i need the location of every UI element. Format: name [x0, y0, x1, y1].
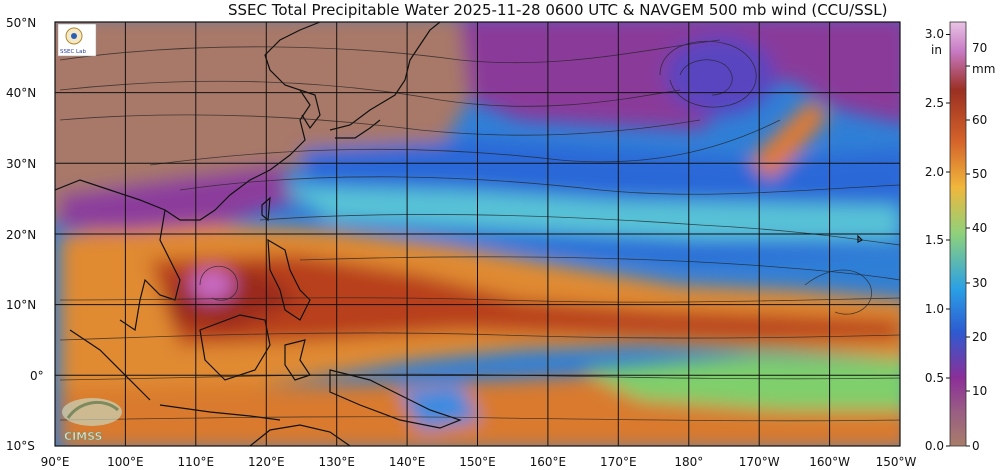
lat-label: 20°N: [6, 228, 36, 242]
lon-label: 110°E: [178, 455, 215, 469]
colorbar-mm-tick: 30: [972, 276, 987, 290]
map-frame: [54, 21, 901, 447]
lon-label: 90°E: [41, 455, 70, 469]
colorbar-in-tick: 3.0: [925, 27, 944, 41]
lat-label: 30°N: [6, 157, 36, 171]
lat-label: 40°N: [6, 86, 36, 100]
colorbar-in-tick: 1.0: [925, 302, 944, 316]
colorbar-mm-tick: 20: [972, 330, 987, 344]
longitude-labels: 90°E 100°E 110°E 120°E 130°E 140°E 150°E…: [41, 455, 917, 469]
colorbar-in-tick: 2.5: [925, 96, 944, 110]
colorbar-mm-tick: 60: [972, 113, 987, 127]
cimss-logo: CIMSS: [62, 398, 122, 443]
lon-label: 130°E: [318, 455, 355, 469]
lon-label: 180°: [674, 455, 703, 469]
lon-label: 170°E: [600, 455, 637, 469]
svg-text:SSEC Lab: SSEC Lab: [60, 49, 86, 55]
colorbar-mm-unit: mm: [972, 62, 995, 76]
lon-label: 100°E: [107, 455, 144, 469]
colorbar-in-unit: in: [931, 43, 942, 57]
colorbar-mm-tick: 10: [972, 384, 987, 398]
precipitable-water-field: [55, 22, 900, 446]
lat-label: 50°N: [6, 16, 36, 30]
lat-label: 10°S: [6, 439, 35, 453]
svg-text:CIMSS: CIMSS: [64, 430, 103, 443]
colorbar-in-tick: 0.5: [925, 371, 944, 385]
lon-label: 150°W: [876, 455, 917, 469]
lon-label: 150°E: [459, 455, 496, 469]
colorbar-in-tick: 2.0: [925, 165, 944, 179]
colorbar-in-tick: 0.0: [925, 439, 944, 453]
colorbar-mm-tick: 40: [972, 221, 987, 235]
lat-label: 0°: [30, 369, 44, 383]
colorbar-mm-tick: 50: [972, 167, 987, 181]
lon-label: 170°W: [739, 455, 780, 469]
latitude-labels: 50°N 40°N 30°N 20°N 10°N 0° 10°S: [6, 16, 44, 453]
colorbar-in-tick: 1.5: [925, 233, 944, 247]
tpw-colorbar: 3.0 2.5 2.0 1.5 1.0 0.5 0.0 in 70 60 50 …: [925, 21, 995, 453]
lon-label: 120°E: [248, 455, 285, 469]
map-title: SSEC Total Precipitable Water 2025-11-28…: [228, 1, 888, 19]
lon-label: 140°E: [389, 455, 426, 469]
colorbar-mm-tick: 0: [972, 439, 980, 453]
lon-label: 160°E: [530, 455, 567, 469]
lat-label: 10°N: [6, 298, 36, 312]
lon-label: 160°W: [809, 455, 850, 469]
graticule: [55, 22, 900, 446]
ssec-lab-logo: SSEC Lab: [57, 23, 97, 57]
colorbar-mm-tick: 70: [972, 41, 987, 55]
